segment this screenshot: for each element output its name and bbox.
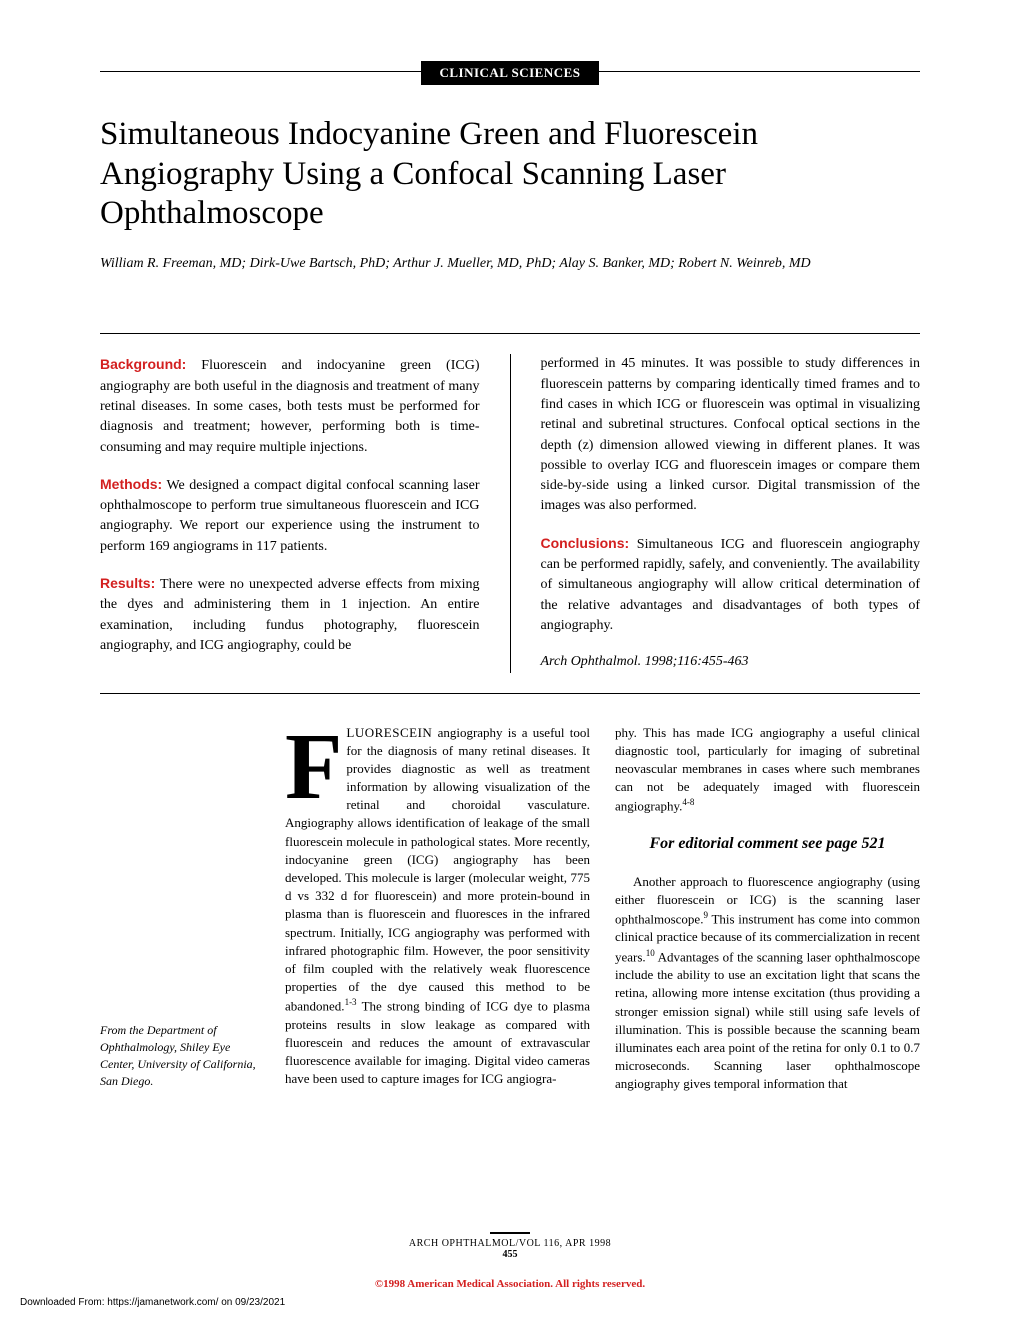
body-col2-text4: Advantages of the scanning laser ophthal… — [615, 949, 920, 1091]
abstract-left-column: Background: Fluorescein and indocyanine … — [100, 354, 480, 672]
download-info: Downloaded From: https://jamanetwork.com… — [20, 1297, 285, 1308]
affiliation: From the Department of Ophthalmology, Sh… — [100, 724, 260, 1094]
abstract-methods: Methods: We designed a compact digital c… — [100, 474, 480, 557]
abstract-results: Results: There were no unexpected advers… — [100, 573, 480, 656]
footer-divider — [490, 1232, 530, 1234]
abstract-container: Background: Fluorescein and indocyanine … — [100, 333, 920, 693]
body-column-2: phy. This has made ICG angiography a use… — [615, 724, 920, 1094]
editorial-note: For editorial comment see page 521 — [615, 834, 920, 855]
page-footer: ARCH OPHTHALMOL/VOL 116, APR 1998 455 ©1… — [0, 1232, 1020, 1290]
background-heading: Background: — [100, 356, 186, 372]
article-title: Simultaneous Indocyanine Green and Fluor… — [100, 115, 920, 234]
authors: William R. Freeman, MD; Dirk-Uwe Bartsch… — [100, 254, 920, 274]
citation: Arch Ophthalmol. 1998;116:455-463 — [541, 652, 921, 672]
footer-page-number: 455 — [0, 1249, 1020, 1260]
abstract-divider — [510, 354, 511, 672]
body-column-1: FLUORESCEIN angiography is a useful tool… — [285, 724, 590, 1094]
body-col2-text1: phy. This has made ICG angiography a use… — [615, 725, 920, 814]
body-col2-para2: Another approach to fluorescence angiogr… — [615, 873, 920, 1094]
conclusions-heading: Conclusions: — [541, 535, 630, 551]
body-text: FLUORESCEIN angiography is a useful tool… — [285, 724, 920, 1094]
abstract-background: Background: Fluorescein and indocyanine … — [100, 354, 480, 457]
results-text: There were no unexpected adverse effects… — [100, 577, 480, 653]
ref-10: 10 — [646, 948, 655, 958]
background-text: Fluorescein and indocyanine green (ICG) … — [100, 358, 480, 454]
footer-journal: ARCH OPHTHALMOL/VOL 116, APR 1998 — [0, 1238, 1020, 1249]
abstract-right-column: performed in 45 minutes. It was possible… — [541, 354, 921, 672]
methods-heading: Methods: — [100, 476, 162, 492]
section-label: CLINICAL SCIENCES — [421, 61, 598, 85]
body-container: From the Department of Ophthalmology, Sh… — [100, 724, 920, 1094]
section-header: CLINICAL SCIENCES — [100, 60, 920, 85]
abstract-conclusions: Conclusions: Simultaneous ICG and fluore… — [541, 533, 921, 636]
results-continuation: performed in 45 minutes. It was possible… — [541, 354, 921, 516]
dropcap: F — [285, 728, 342, 808]
conclusions-text: Simultaneous ICG and fluorescein angiogr… — [541, 537, 921, 633]
ref-4-8: 4-8 — [682, 797, 694, 807]
first-word: LUORESCEIN — [346, 725, 432, 740]
results-heading: Results: — [100, 575, 155, 591]
copyright: ©1998 American Medical Association. All … — [0, 1278, 1020, 1290]
ref-1-3: 1-3 — [345, 997, 357, 1007]
